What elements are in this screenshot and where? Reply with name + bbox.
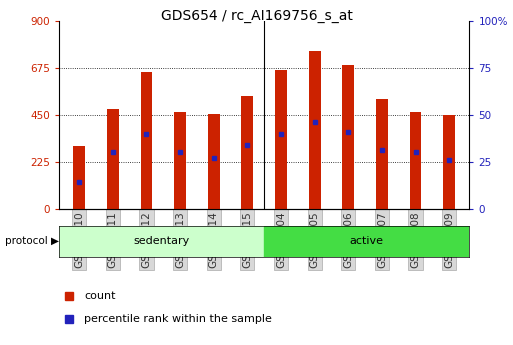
Bar bbox=[309, 51, 321, 209]
Bar bbox=[174, 111, 186, 209]
Text: percentile rank within the sample: percentile rank within the sample bbox=[84, 314, 272, 324]
Text: count: count bbox=[84, 292, 115, 302]
Bar bbox=[275, 70, 287, 209]
Bar bbox=[242, 96, 253, 209]
Text: GDS654 / rc_AI169756_s_at: GDS654 / rc_AI169756_s_at bbox=[161, 9, 352, 23]
Bar bbox=[208, 114, 220, 209]
Bar bbox=[264, 226, 469, 257]
Text: protocol ▶: protocol ▶ bbox=[5, 237, 59, 246]
Bar bbox=[376, 99, 388, 209]
Bar bbox=[59, 226, 264, 257]
Bar bbox=[410, 111, 422, 209]
Bar bbox=[73, 146, 85, 209]
Bar bbox=[141, 72, 152, 209]
Bar bbox=[342, 65, 354, 209]
Bar bbox=[443, 115, 455, 209]
Bar bbox=[107, 109, 119, 209]
Text: sedentary: sedentary bbox=[133, 237, 190, 246]
Text: active: active bbox=[350, 237, 384, 246]
